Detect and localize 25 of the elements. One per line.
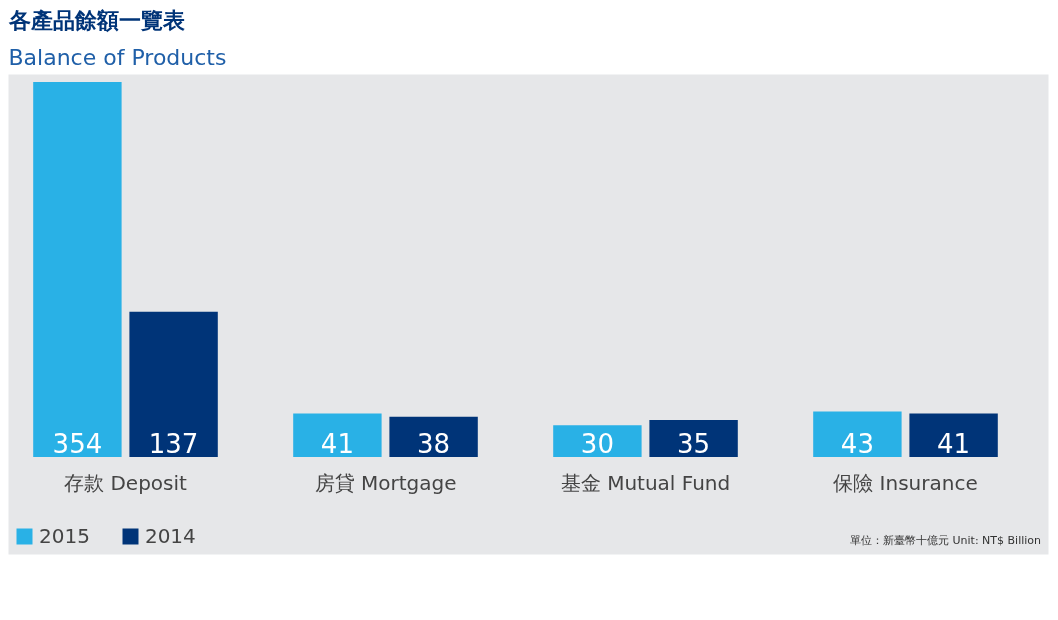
data-label: 137 bbox=[148, 429, 199, 459]
data-label: 38 bbox=[417, 429, 451, 459]
bar bbox=[293, 413, 382, 457]
bar bbox=[129, 311, 218, 457]
data-label: 43 bbox=[840, 429, 874, 459]
x-tick-label: 存款 Deposit bbox=[64, 471, 188, 495]
bar bbox=[813, 411, 902, 457]
text: 單位：新臺幣十億元 Unit: NT$ Billion bbox=[850, 533, 1042, 547]
bar bbox=[389, 416, 478, 457]
data-label: 35 bbox=[677, 429, 711, 459]
legend-label: 2014 bbox=[144, 524, 196, 548]
data-label: 41 bbox=[937, 429, 971, 459]
data-label: 41 bbox=[320, 429, 354, 459]
x-tick-label: 房貸 Mortgage bbox=[314, 471, 457, 495]
x-tick-label: 保險 Insurance bbox=[833, 471, 978, 495]
chart-subtitle: Balance of Products bbox=[8, 44, 227, 70]
bar bbox=[33, 82, 122, 457]
legend-label: 2015 bbox=[39, 524, 90, 548]
data-label: 354 bbox=[52, 429, 103, 459]
x-tick-label: 基金 Mutual Fund bbox=[560, 471, 731, 495]
bar bbox=[553, 425, 642, 457]
bar bbox=[649, 419, 738, 457]
chart-title: 各產品餘額一覽表 bbox=[7, 7, 185, 33]
data-label: 30 bbox=[580, 429, 614, 459]
bar bbox=[909, 413, 998, 457]
